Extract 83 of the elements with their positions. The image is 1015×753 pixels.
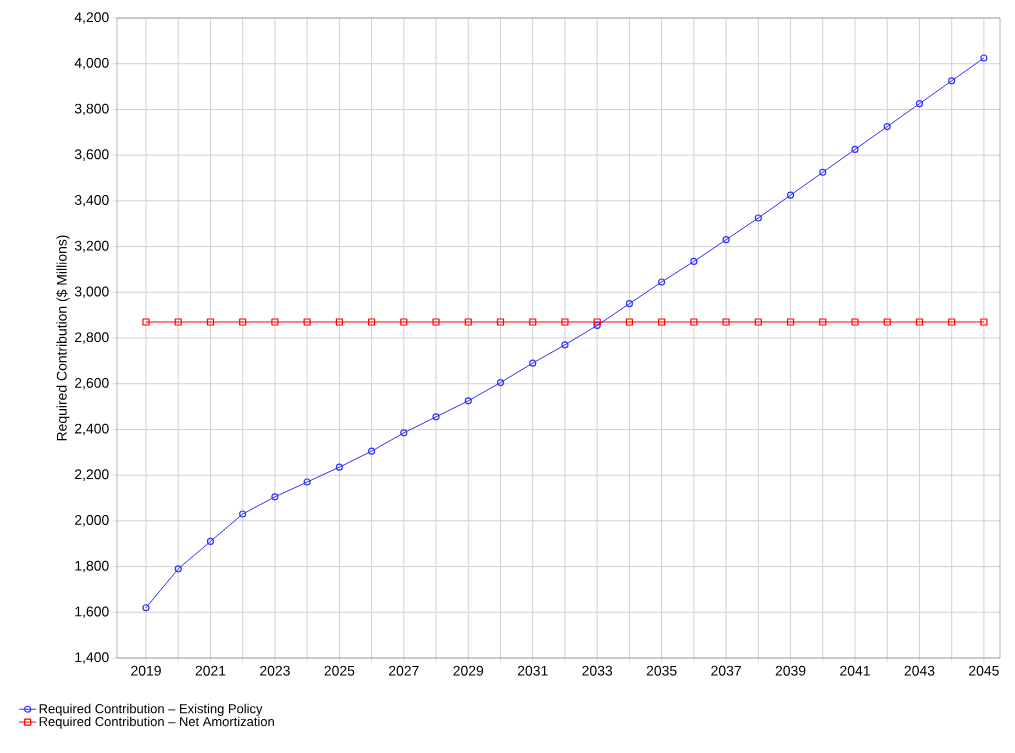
point [142,318,150,326]
x-tick-label: 2021 [195,665,226,676]
point [883,318,891,326]
point [496,318,505,326]
y-tick-label: 3,000 [74,286,109,299]
x-tick-label: 2031 [517,665,548,676]
x-tick-label: 2041 [840,665,870,676]
x-tick-label: 2039 [775,665,806,676]
point [883,122,891,131]
point [368,447,376,455]
y-tick-label: 2,000 [75,515,109,527]
point [303,318,311,326]
y-tick-label: 1,400 [75,652,109,664]
point [786,318,795,326]
point [335,463,343,471]
point [174,318,182,326]
x-tick-label: 2027 [389,665,419,676]
point [658,278,666,286]
y-tick-label: 2,400 [75,423,109,436]
point [722,236,730,244]
y-tick-label: 4,000 [74,57,109,70]
point [722,318,730,326]
point [464,397,472,405]
y-tick-label: 2,800 [75,332,109,344]
y-tick-label: 3,400 [74,195,109,207]
point [658,318,666,326]
y-tick-label: 3,200 [74,240,109,253]
x-tick-label: 2037 [711,665,741,676]
x-tick-label: 2035 [646,665,677,676]
point [851,145,859,154]
point [625,318,633,326]
point [303,478,311,486]
point [690,318,698,326]
point [915,100,924,108]
y-tick-label: 1,600 [75,606,109,619]
point [271,318,279,326]
point [206,318,215,326]
y-tick-label: 2,200 [75,469,109,481]
x-tick-label: 2019 [131,665,161,676]
y-tick-label: 1,800 [75,560,109,573]
point [819,168,827,176]
x-tick-label: 2043 [904,665,935,676]
y-tick-label: 2,600 [75,377,109,390]
point [400,318,408,326]
x-tick-label: 2029 [453,665,484,676]
y-tick-label: 3,600 [74,149,109,161]
point [529,359,537,367]
point [271,493,279,501]
legend-label: Required Contribution – Net Amortization [39,716,274,729]
legend-label: Required Contribution – Existing Policy [39,703,263,716]
point [400,429,408,437]
point [464,318,472,326]
x-tick-label: 2045 [969,665,999,676]
point [239,510,247,518]
point [625,300,633,308]
point [754,214,762,222]
point [754,318,762,326]
point [368,318,376,326]
y-axis-title: Required Contribution ($ Millions) [56,235,70,441]
point [561,318,569,326]
point [915,318,924,326]
point [496,378,505,387]
point [819,318,827,326]
point [335,318,343,326]
y-tick-label: 3,800 [74,103,109,116]
point [980,318,988,326]
point [593,321,601,330]
point [432,318,440,326]
point [529,318,537,326]
point [851,318,859,326]
point [690,257,698,266]
point [948,318,956,326]
point [786,191,795,199]
y-tick-label: 4,200 [74,12,109,24]
x-tick-label: 2025 [324,665,355,676]
x-tick-label: 2033 [582,665,613,676]
point [239,318,247,326]
point [432,413,440,421]
x-tick-label: 2023 [260,665,290,676]
point [561,341,569,349]
point [206,537,215,546]
point [948,77,956,85]
point [174,565,182,573]
